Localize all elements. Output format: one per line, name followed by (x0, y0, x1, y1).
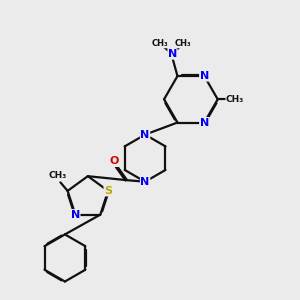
Text: CH₃: CH₃ (49, 171, 67, 180)
Text: N: N (71, 210, 80, 220)
Text: CH₃: CH₃ (175, 39, 191, 48)
Text: N: N (140, 177, 150, 187)
Text: CH₃: CH₃ (226, 95, 244, 104)
Text: O: O (110, 157, 119, 166)
Text: S: S (104, 186, 112, 196)
Text: N: N (200, 71, 209, 81)
Text: CH₃: CH₃ (152, 39, 169, 48)
Text: N: N (140, 130, 150, 140)
Text: N: N (200, 118, 209, 128)
Text: N: N (168, 49, 177, 59)
